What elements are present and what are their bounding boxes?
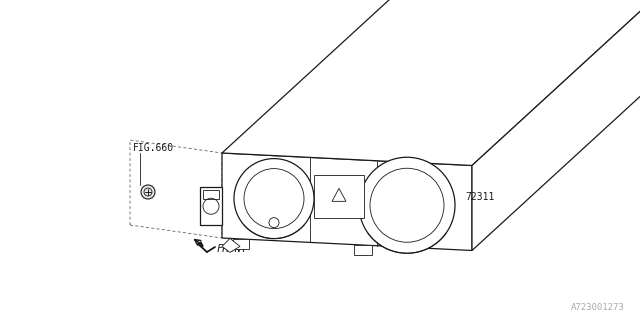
Polygon shape (222, 153, 472, 251)
Circle shape (141, 185, 155, 199)
Polygon shape (222, 238, 240, 252)
Polygon shape (233, 239, 249, 249)
Polygon shape (314, 175, 364, 218)
Text: FIG.660: FIG.660 (133, 143, 174, 153)
Polygon shape (472, 0, 640, 251)
Circle shape (359, 157, 455, 253)
Text: FRONT: FRONT (217, 244, 248, 254)
Polygon shape (198, 242, 203, 247)
Polygon shape (353, 245, 371, 255)
Polygon shape (200, 187, 222, 225)
Text: 72311: 72311 (465, 192, 494, 202)
Circle shape (269, 218, 279, 228)
Circle shape (234, 159, 314, 239)
Text: A723001273: A723001273 (572, 303, 625, 312)
Polygon shape (222, 0, 640, 165)
